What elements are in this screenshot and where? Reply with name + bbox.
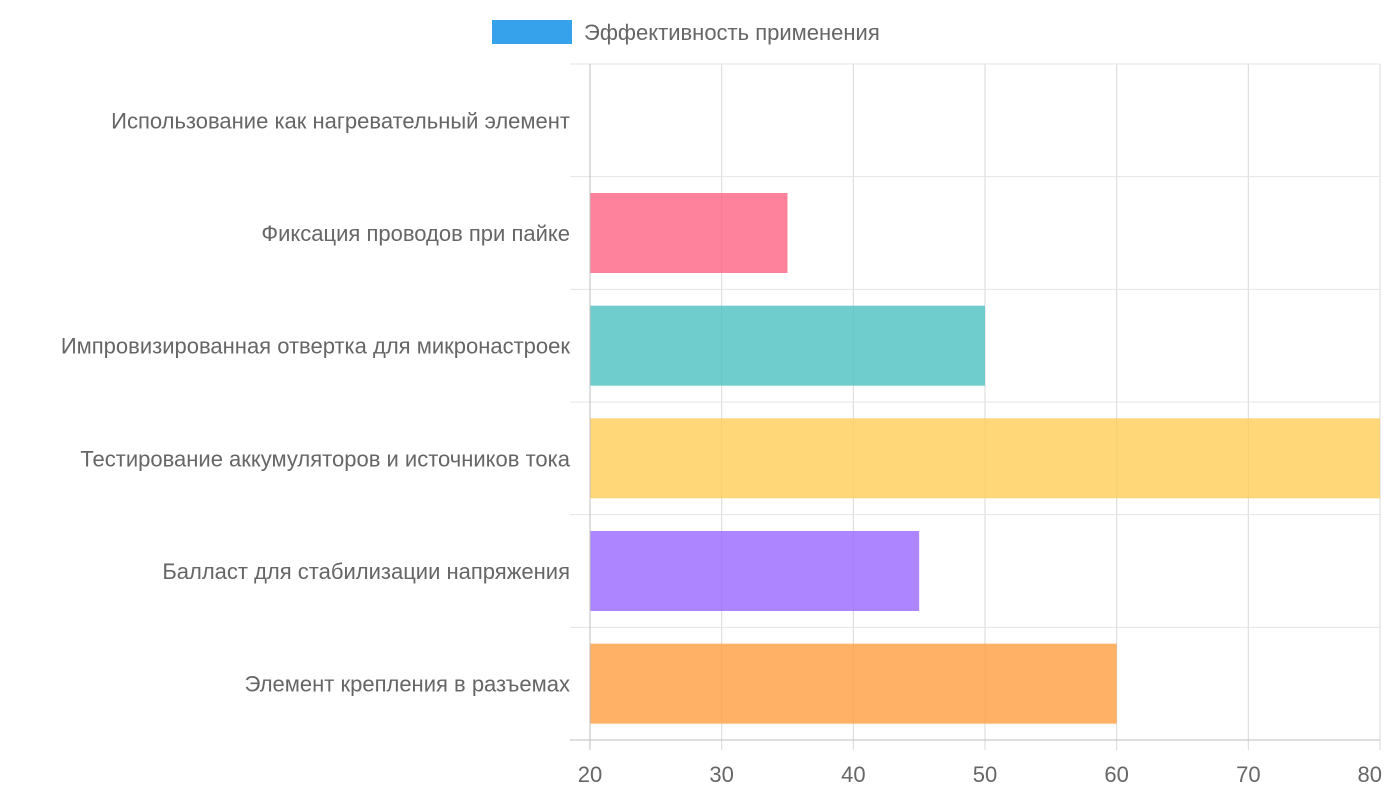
bar[interactable]	[590, 193, 788, 273]
x-tick-labels: 20 30 40 50 60 70 80	[578, 762, 1382, 787]
bar[interactable]	[590, 643, 1117, 724]
category-label: Элемент крепления в разъемах	[245, 672, 570, 697]
axes	[570, 64, 1380, 750]
category-label: Использование как нагревательный элемент	[111, 108, 570, 133]
x-tick-label: 70	[1236, 762, 1260, 787]
bar[interactable]	[590, 305, 985, 386]
x-tick-label: 40	[841, 762, 865, 787]
x-tick-label: 60	[1104, 762, 1128, 787]
category-label: Балласт для стабилизации напряжения	[162, 559, 570, 584]
x-tick-label: 20	[578, 762, 602, 787]
legend-swatch	[492, 20, 572, 44]
legend[interactable]: Эффективность применения	[492, 20, 880, 45]
x-tick-label: 30	[709, 762, 733, 787]
x-tick-label: 80	[1358, 762, 1382, 787]
bar[interactable]	[590, 531, 920, 611]
category-label: Импровизированная отвертка для микронаст…	[61, 334, 571, 359]
x-tick-label: 50	[973, 762, 997, 787]
bar[interactable]	[590, 418, 1380, 499]
category-label: Тестирование аккумуляторов и источников …	[80, 446, 570, 471]
category-label: Фиксация проводов при пайке	[261, 221, 570, 246]
legend-label: Эффективность применения	[584, 20, 880, 45]
bars	[590, 193, 1380, 724]
category-labels: Использование как нагревательный элемент…	[61, 108, 571, 696]
